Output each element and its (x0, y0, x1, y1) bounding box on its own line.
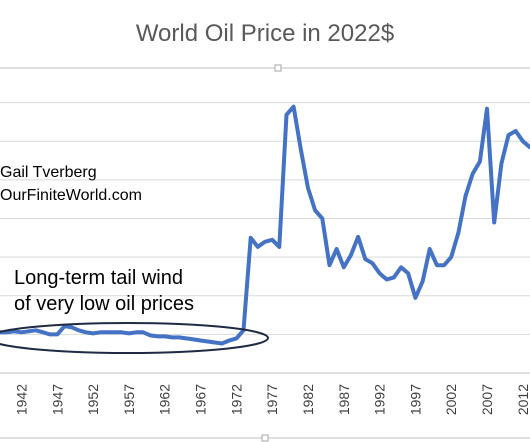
data-point (120, 330, 124, 334)
x-tick-label: 2002 (443, 384, 459, 415)
data-point (20, 330, 23, 334)
data-point (478, 160, 482, 163)
data-point (285, 113, 288, 117)
x-tick-label: 1987 (336, 384, 352, 415)
data-point (456, 231, 460, 235)
data-point (134, 330, 138, 334)
data-point (349, 253, 353, 257)
data-point (471, 172, 475, 176)
data-point (464, 194, 467, 198)
data-point (12, 329, 16, 333)
x-tick-label: 1997 (407, 384, 423, 415)
data-point (199, 339, 202, 342)
data-point (234, 336, 238, 340)
data-point (77, 328, 81, 332)
x-tick-label: 1957 (121, 384, 137, 415)
data-point (98, 330, 102, 334)
data-point (363, 257, 367, 261)
data-point (91, 331, 95, 335)
data-point (507, 133, 510, 137)
data-point (34, 328, 38, 332)
data-point (356, 235, 360, 239)
resize-handle-bottom[interactable] (261, 434, 269, 442)
data-point (413, 296, 417, 300)
data-point (270, 238, 274, 242)
data-point (256, 245, 260, 249)
data-point (521, 139, 525, 143)
data-point (449, 255, 453, 259)
x-tick-label: 2012 (515, 384, 530, 415)
x-tick-label: 1952 (85, 384, 101, 415)
data-point (105, 330, 109, 334)
data-point (406, 271, 410, 275)
data-point (263, 240, 267, 244)
data-point (320, 217, 324, 220)
data-point (492, 221, 496, 224)
data-point (249, 236, 253, 240)
x-tick-label: 1977 (264, 384, 280, 415)
data-point (485, 107, 489, 111)
data-point (177, 335, 181, 339)
data-point (184, 336, 188, 340)
x-tick-label: 2007 (479, 384, 495, 415)
tailwind-ellipse (0, 322, 269, 354)
data-point (220, 342, 224, 345)
data-point (428, 247, 432, 251)
x-tick-label: 1992 (372, 384, 388, 415)
x-tick-labels: 1942 1947 1952 1957 1962 1967 1972 1977 1982 1987… (14, 384, 530, 415)
x-tick-label: 1967 (193, 384, 209, 415)
resize-handle-top[interactable] (274, 64, 282, 72)
data-point (148, 333, 152, 337)
data-point (299, 147, 303, 151)
data-point (163, 334, 167, 338)
chart-title: World Oil Price in 2022$ (136, 20, 394, 47)
x-tick-label: 1947 (49, 384, 65, 415)
data-point (277, 245, 281, 249)
website-label: OurFiniteWorld.com (0, 187, 142, 204)
data-point (170, 335, 174, 339)
x-tick-label: 1942 (14, 384, 30, 415)
data-point (227, 339, 231, 342)
data-point (27, 329, 31, 333)
data-point (206, 340, 210, 343)
data-point (48, 332, 52, 336)
data-point (41, 330, 45, 334)
data-point (191, 337, 195, 341)
data-point (156, 334, 160, 338)
data-point (421, 280, 425, 283)
x-tick-label: 1982 (300, 384, 316, 415)
data-point (392, 275, 396, 279)
data-point (141, 330, 145, 334)
data-point (370, 261, 374, 265)
x-tick-label: 1962 (157, 384, 173, 415)
data-point (514, 129, 518, 133)
author-label: Gail Tverberg (0, 164, 97, 181)
data-point (442, 263, 446, 267)
data-point (399, 265, 403, 269)
data-point (328, 263, 331, 267)
data-point (55, 332, 59, 336)
data-point (127, 331, 131, 335)
data-point (378, 271, 382, 275)
data-point (385, 278, 389, 281)
data-point (213, 341, 217, 344)
x-tick-label: 1972 (228, 384, 244, 415)
data-point (499, 162, 503, 166)
data-point (306, 186, 310, 190)
data-point (435, 263, 439, 267)
data-point (313, 208, 317, 212)
data-point (335, 247, 339, 251)
data-point (113, 330, 117, 334)
data-point (292, 105, 296, 109)
data-points (0, 105, 530, 345)
data-point (84, 330, 88, 334)
tailwind-label-line2: of very low oil prices (14, 293, 194, 315)
data-point (342, 265, 346, 269)
data-point (70, 325, 74, 329)
tailwind-label-line1: Long-term tail wind (14, 267, 183, 289)
